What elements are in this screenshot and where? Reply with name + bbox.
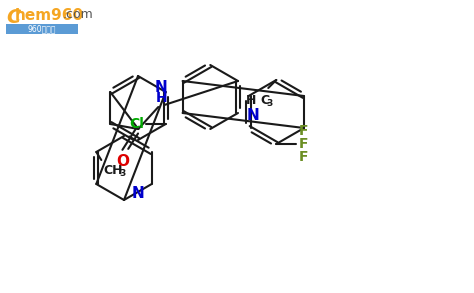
Text: Cl: Cl — [129, 117, 144, 131]
Text: C: C — [6, 8, 20, 27]
Text: O: O — [116, 154, 129, 169]
Text: 960化工网: 960化工网 — [28, 25, 56, 33]
Text: N: N — [246, 108, 259, 122]
Text: hem960: hem960 — [15, 8, 84, 23]
Text: CH: CH — [103, 163, 123, 176]
FancyBboxPatch shape — [6, 24, 78, 34]
Text: F: F — [298, 137, 308, 151]
Text: 3: 3 — [266, 98, 273, 108]
Text: F: F — [298, 124, 308, 138]
Text: .com: .com — [63, 8, 94, 21]
Text: F: F — [298, 150, 308, 164]
Text: H: H — [155, 91, 167, 105]
Text: N: N — [155, 79, 168, 95]
Text: C: C — [260, 93, 269, 106]
Text: 3: 3 — [119, 168, 126, 178]
Text: H: H — [246, 93, 256, 106]
Text: N: N — [132, 187, 145, 202]
